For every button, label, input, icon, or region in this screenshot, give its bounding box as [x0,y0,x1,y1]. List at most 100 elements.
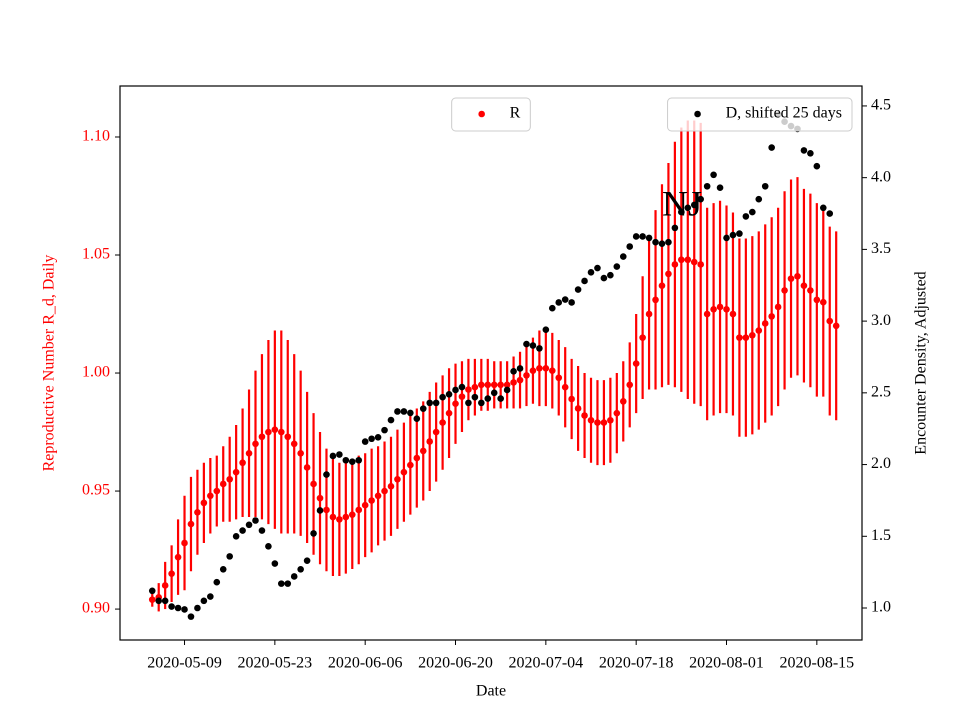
data-point [252,517,259,524]
data-point [684,256,692,264]
data-point [613,409,621,417]
data-point [729,231,737,239]
y2-tick-label: 3.0 [871,312,891,329]
data-point [303,464,311,471]
data-point [323,471,330,478]
data-point [316,507,324,514]
data-point [665,270,672,278]
data-point [678,256,685,264]
data-point [271,560,279,567]
y2-axis-label: Encounter Density, Adjusted [913,271,930,454]
data-point [213,578,221,586]
data-point [516,365,524,372]
data-point [639,334,646,341]
data-point [529,367,537,374]
data-point [452,386,459,394]
data-point [471,383,479,391]
data-point [832,322,840,330]
y2-tick-label: 4.5 [871,97,891,114]
data-point [258,433,266,441]
data-point [348,511,356,518]
data-point [323,506,330,514]
data-point [807,149,814,157]
data-point [678,208,685,216]
data-point [213,487,221,495]
data-point [413,415,421,422]
data-point [239,527,246,534]
data-point [207,492,214,500]
data-point [607,416,614,424]
data-point [407,409,414,417]
data-point [503,386,511,394]
data-point [265,428,272,436]
data-point [807,287,814,294]
data-point [297,565,304,573]
data-point [355,506,363,514]
data-point [239,459,246,467]
data-point [471,393,479,401]
data-point [290,440,298,448]
data-point [284,580,292,587]
data-point [774,303,782,311]
data-point [252,440,259,448]
data-point [155,597,163,605]
data-point [619,398,627,405]
data-point [219,565,227,573]
y-axis-label: Reproductive Number R_d, Daily [41,255,58,472]
data-point [819,298,827,306]
data-point [194,508,201,516]
data-point [555,299,563,306]
data-point [245,449,253,457]
data-point [278,580,285,587]
data-point [568,299,575,306]
data-point [226,475,233,483]
data-point [265,543,272,550]
data-point [710,171,717,179]
data-point [400,408,408,415]
data-point [632,360,640,367]
data-point [561,383,569,391]
data-point [342,513,350,521]
data-point [710,305,717,313]
data-point [374,434,382,441]
data-point [381,426,388,434]
data-point [729,310,737,318]
y-tick-label: 1.10 [82,128,110,145]
data-point [819,204,827,212]
data-point [207,593,214,600]
data-point [297,449,304,457]
data-point [626,381,634,389]
data-point [671,224,679,232]
data-point [684,204,692,212]
data-point [613,263,621,270]
data-point [697,195,704,203]
data-point [290,573,298,580]
data-point [329,452,337,460]
y-tick-label: 1.05 [82,246,110,263]
data-point [723,305,730,313]
data-point [716,303,724,311]
x-tick-label: 2020-05-09 [147,655,222,672]
data-point [161,582,169,589]
data-point [484,381,492,389]
x-tick-label: 2020-08-01 [689,655,764,672]
data-point [645,234,653,242]
data-point [200,499,208,507]
data-point [232,468,240,476]
data-point [432,399,440,407]
data-point [181,606,188,613]
data-point [374,492,382,500]
data-point [200,597,208,605]
data-point [400,468,408,476]
data-point [632,233,640,240]
data-point [749,331,756,339]
data-point [310,530,317,537]
data-point [594,264,601,272]
x-tick-label: 2020-07-04 [509,655,584,672]
data-point [794,272,801,280]
data-point [690,201,698,209]
data-point [368,435,375,443]
data-point [419,405,427,412]
data-point [542,326,550,334]
y2-tick-label: 3.5 [871,240,891,257]
